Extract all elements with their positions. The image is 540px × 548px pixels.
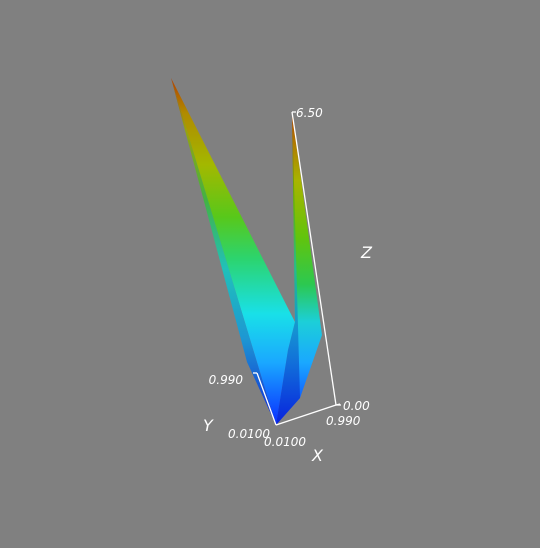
- x-axis-title: X: [311, 446, 324, 465]
- surface-right-face: [276, 112, 322, 425]
- z-axis-line: [291, 111, 337, 406]
- z-tick-label-min: 0.00: [343, 399, 370, 413]
- surface-mesh: [171, 78, 322, 425]
- y-tick-label-min: 0.0100: [228, 427, 270, 441]
- axes: [253, 111, 341, 426]
- y-tick-label-max: 0.990: [209, 373, 244, 387]
- surface-left-face: [171, 78, 295, 425]
- z-tick-label-max: 6.50: [296, 106, 323, 120]
- surface-right-shade-face: [276, 112, 300, 425]
- x-tick-label-min: 0.0100: [264, 435, 306, 449]
- y-axis-title: Y: [203, 416, 214, 435]
- x-tick-label-max: 0.990: [326, 414, 361, 428]
- x-axis-line: [275, 404, 337, 426]
- z-axis-title: Z: [360, 243, 373, 262]
- surface-left-inner-face: [171, 78, 276, 425]
- y-axis-line: [256, 372, 277, 426]
